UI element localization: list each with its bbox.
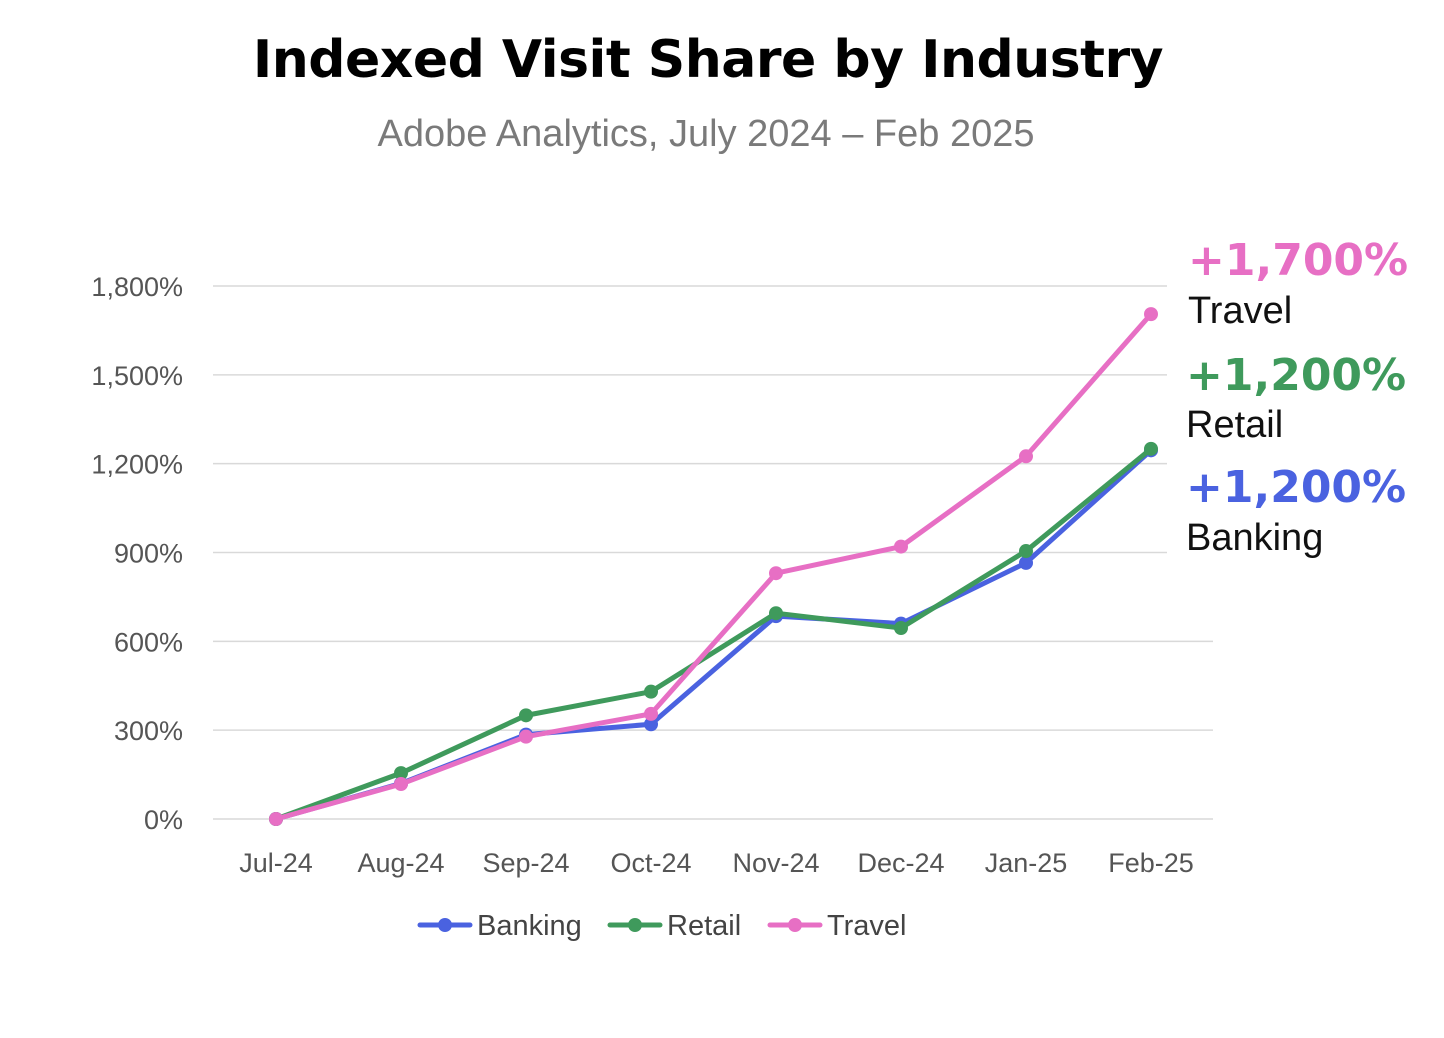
chart-title: Indexed Visit Share by Industry xyxy=(252,30,1164,90)
series-line xyxy=(273,446,1154,822)
series-lines xyxy=(269,307,1158,826)
data-point xyxy=(269,812,283,826)
gridlines xyxy=(213,285,1213,820)
data-point xyxy=(644,706,658,721)
x-tick-label: Sep-24 xyxy=(482,848,569,878)
data-point xyxy=(1019,555,1033,570)
y-tick-label: 1,500% xyxy=(91,361,183,391)
x-tick-label: Jan-25 xyxy=(985,848,1068,878)
callout-value: +1,200% xyxy=(1186,350,1406,401)
data-point xyxy=(519,708,533,723)
legend-label: Retail xyxy=(667,910,741,942)
y-tick-label: 900% xyxy=(114,539,183,569)
y-axis-ticks: 0% 300% 600% 900% 1,200% 1,500% 1,800% xyxy=(91,272,183,835)
data-point xyxy=(894,539,908,554)
callout-value: +1,200% xyxy=(1186,462,1406,513)
data-point xyxy=(1144,441,1158,456)
callout-name: Travel xyxy=(1188,290,1292,332)
y-tick-label: 300% xyxy=(114,716,183,746)
data-point xyxy=(769,566,783,581)
callout-value: +1,700% xyxy=(1188,235,1408,286)
legend-item-travel: Travel xyxy=(767,910,907,942)
x-tick-label: Aug-24 xyxy=(357,848,444,878)
data-point xyxy=(894,621,908,636)
series-line xyxy=(273,447,1154,822)
callout-name: Banking xyxy=(1186,517,1323,559)
legend-swatch-marker xyxy=(628,918,642,932)
legend-swatch-marker xyxy=(788,918,802,932)
data-point xyxy=(644,684,658,699)
series-retail xyxy=(269,441,1158,826)
chart-subtitle: Adobe Analytics, July 2024 – Feb 2025 xyxy=(377,113,1035,155)
series-line xyxy=(273,311,1154,822)
data-point xyxy=(1019,544,1033,559)
series-travel xyxy=(269,307,1158,826)
data-point xyxy=(644,717,658,732)
legend-swatch-marker xyxy=(438,918,452,932)
y-tick-label: 1,200% xyxy=(91,450,183,480)
legend-label: Banking xyxy=(477,910,582,942)
legend-label: Travel xyxy=(827,910,907,942)
x-tick-label: Nov-24 xyxy=(732,848,819,878)
data-point xyxy=(394,777,408,792)
data-point xyxy=(1144,307,1158,322)
data-point xyxy=(1019,449,1033,464)
y-tick-label: 1,800% xyxy=(91,272,183,302)
x-tick-label: Feb-25 xyxy=(1108,848,1194,878)
y-tick-label: 600% xyxy=(114,627,183,657)
data-point xyxy=(519,729,533,744)
y-tick-label: 0% xyxy=(144,805,183,835)
x-tick-label: Dec-24 xyxy=(857,848,944,878)
data-point xyxy=(394,766,408,781)
end-callouts: +1,700%Travel+1,200%Retail+1,200%Banking xyxy=(1186,235,1408,559)
x-axis-ticks: Jul-24 Aug-24 Sep-24 Oct-24 Nov-24 Dec-24 Jan-… xyxy=(239,848,1194,878)
x-tick-label: Oct-24 xyxy=(610,848,691,878)
x-tick-label: Jul-24 xyxy=(239,848,313,878)
legend: Banking Retail Travel xyxy=(417,910,907,942)
callout-name: Retail xyxy=(1186,404,1283,446)
legend-item-banking: Banking xyxy=(417,910,582,942)
legend-item-retail: Retail xyxy=(607,910,741,942)
data-point xyxy=(769,606,783,621)
